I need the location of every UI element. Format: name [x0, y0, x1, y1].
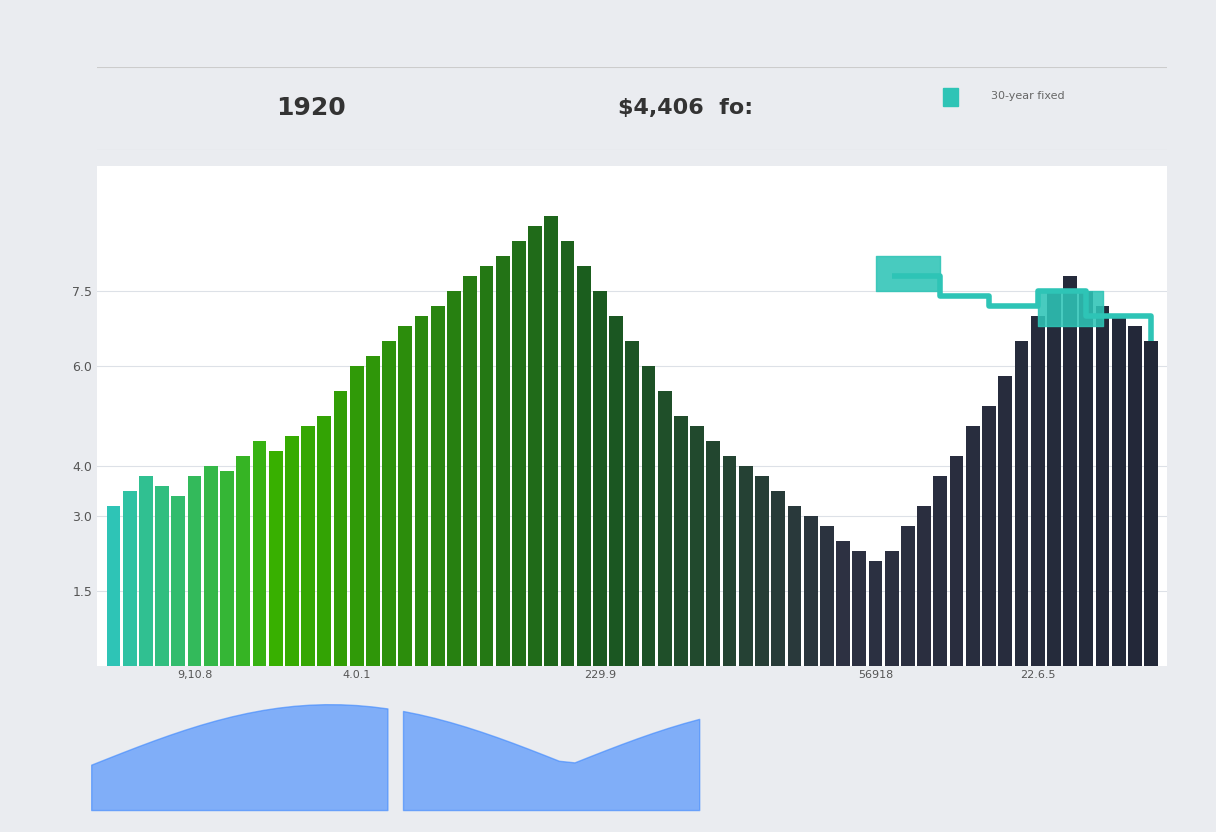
- Bar: [156, 486, 169, 666]
- Bar: [269, 451, 282, 666]
- Bar: [983, 406, 996, 666]
- Bar: [171, 496, 185, 666]
- Bar: [739, 466, 753, 666]
- Bar: [430, 306, 445, 666]
- Bar: [804, 516, 817, 666]
- Bar: [917, 506, 931, 666]
- Bar: [593, 291, 607, 666]
- Bar: [1096, 306, 1109, 666]
- Bar: [1014, 341, 1029, 666]
- Bar: [350, 366, 364, 666]
- Bar: [528, 226, 542, 666]
- Bar: [868, 561, 883, 666]
- Bar: [1047, 291, 1060, 666]
- Bar: [609, 316, 623, 666]
- Bar: [366, 356, 379, 666]
- Bar: [512, 241, 525, 666]
- Bar: [447, 291, 461, 666]
- Bar: [187, 476, 202, 666]
- Bar: [576, 266, 591, 666]
- Bar: [302, 426, 315, 666]
- Bar: [837, 541, 850, 666]
- Bar: [706, 441, 720, 666]
- Bar: [382, 341, 396, 666]
- Bar: [107, 506, 120, 666]
- Bar: [674, 416, 688, 666]
- Bar: [901, 526, 914, 666]
- Bar: [317, 416, 331, 666]
- Bar: [479, 266, 494, 666]
- Bar: [1080, 291, 1093, 666]
- Bar: [204, 466, 218, 666]
- Text: $4,406  fo:: $4,406 fo:: [618, 98, 754, 118]
- Bar: [123, 491, 136, 666]
- Bar: [950, 456, 963, 666]
- Bar: [399, 326, 412, 666]
- Bar: [253, 441, 266, 666]
- Bar: [236, 456, 250, 666]
- Bar: [642, 366, 655, 666]
- Bar: [658, 391, 671, 666]
- Bar: [496, 256, 510, 666]
- Bar: [885, 551, 899, 666]
- Bar: [220, 471, 233, 666]
- Bar: [934, 476, 947, 666]
- Bar: [788, 506, 801, 666]
- Bar: [691, 426, 704, 666]
- Bar: [1128, 326, 1142, 666]
- Bar: [625, 341, 640, 666]
- Bar: [561, 241, 574, 666]
- Bar: [1031, 316, 1045, 666]
- Bar: [755, 476, 769, 666]
- Text: 1920: 1920: [276, 97, 347, 120]
- Bar: [942, 88, 958, 106]
- Bar: [820, 526, 834, 666]
- Bar: [722, 456, 737, 666]
- Bar: [333, 391, 348, 666]
- Bar: [1111, 316, 1126, 666]
- Bar: [463, 276, 477, 666]
- Bar: [415, 316, 428, 666]
- Bar: [1063, 276, 1077, 666]
- Bar: [771, 491, 786, 666]
- Text: 30-year fixed: 30-year fixed: [991, 91, 1065, 101]
- Bar: [1144, 341, 1158, 666]
- Bar: [998, 376, 1012, 666]
- Bar: [852, 551, 866, 666]
- Bar: [139, 476, 153, 666]
- Bar: [966, 426, 980, 666]
- Bar: [285, 436, 299, 666]
- Bar: [545, 216, 558, 666]
